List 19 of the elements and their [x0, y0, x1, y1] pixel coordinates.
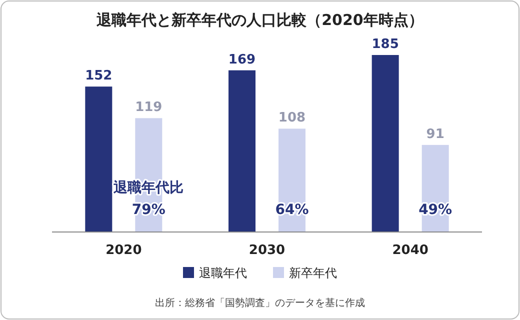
text: 出所：総務省「国勢調査」のデータを基に作成: [155, 297, 365, 309]
bar: [228, 70, 256, 232]
annotation: 退職年代比 79%: [112, 179, 184, 218]
legend-label: 新卒年代: [289, 266, 337, 280]
data-label: 169: [228, 52, 256, 68]
data-label: 91: [426, 126, 444, 142]
data-label: 152: [85, 68, 112, 84]
x-tick-label: 2040: [392, 243, 428, 258]
x-tick-label: 2030: [248, 243, 286, 258]
bar: [372, 55, 399, 232]
data-label: 108: [278, 110, 306, 126]
annotation: 49%: [418, 202, 452, 218]
data-label: 185: [372, 37, 399, 52]
chart-title: 退職年代と新卒年代の人口比較（2020年時点）: [96, 11, 424, 29]
legend-label: 退職年代: [199, 266, 247, 280]
annotation: 64%: [275, 202, 309, 218]
data-label: 119: [135, 100, 162, 116]
x-tick-label: 2020: [106, 243, 142, 258]
bar: [85, 86, 112, 232]
